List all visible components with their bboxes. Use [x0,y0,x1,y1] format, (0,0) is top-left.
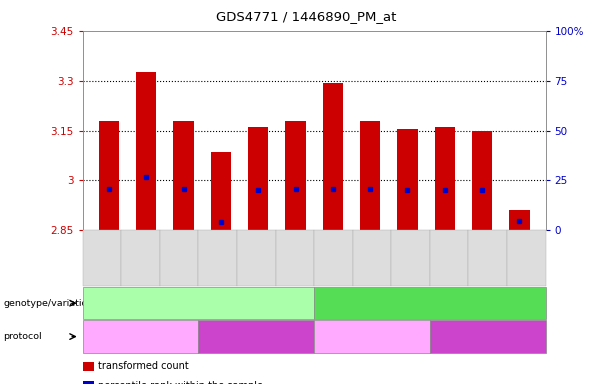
Text: GSM958306: GSM958306 [483,232,492,285]
Text: GSM958304: GSM958304 [136,232,145,285]
Text: GSM958310: GSM958310 [291,232,299,285]
Text: promyelocytic leukemia gene knockout: promyelocytic leukemia gene knockout [103,298,294,308]
Bar [509,210,530,230]
Text: high fat diet: high fat diet [342,331,402,342]
Bar [248,127,268,230]
Text: GSM958313: GSM958313 [406,232,415,285]
Text: transformed count: transformed count [98,361,189,371]
Text: wild type: wild type [408,298,452,308]
Text: genotype/variation: genotype/variation [3,299,93,308]
Text: low fat diet: low fat diet [229,331,284,342]
Text: GSM958312: GSM958312 [368,232,376,285]
Text: GDS4771 / 1446890_PM_at: GDS4771 / 1446890_PM_at [216,10,397,23]
Bar [173,121,194,230]
Bar [99,121,119,230]
Bar [397,129,417,230]
Bar [435,127,455,230]
Bar [472,131,492,230]
Text: GSM958309: GSM958309 [252,232,261,285]
Text: protocol: protocol [3,332,42,341]
Text: GSM958311: GSM958311 [329,232,338,285]
Bar [322,83,343,230]
Text: GSM958305: GSM958305 [175,232,184,285]
Text: GSM958308: GSM958308 [213,232,223,285]
Text: high fat diet: high fat diet [111,331,170,342]
Text: GSM958307: GSM958307 [522,232,531,285]
Text: low fat diet: low fat diet [460,331,515,342]
Text: GSM958303: GSM958303 [97,232,107,285]
Text: percentile rank within the sample: percentile rank within the sample [98,381,263,384]
Bar [136,72,156,230]
Bar [211,152,231,230]
Bar [360,121,381,230]
Bar [285,121,306,230]
Text: GSM958302: GSM958302 [444,232,454,285]
